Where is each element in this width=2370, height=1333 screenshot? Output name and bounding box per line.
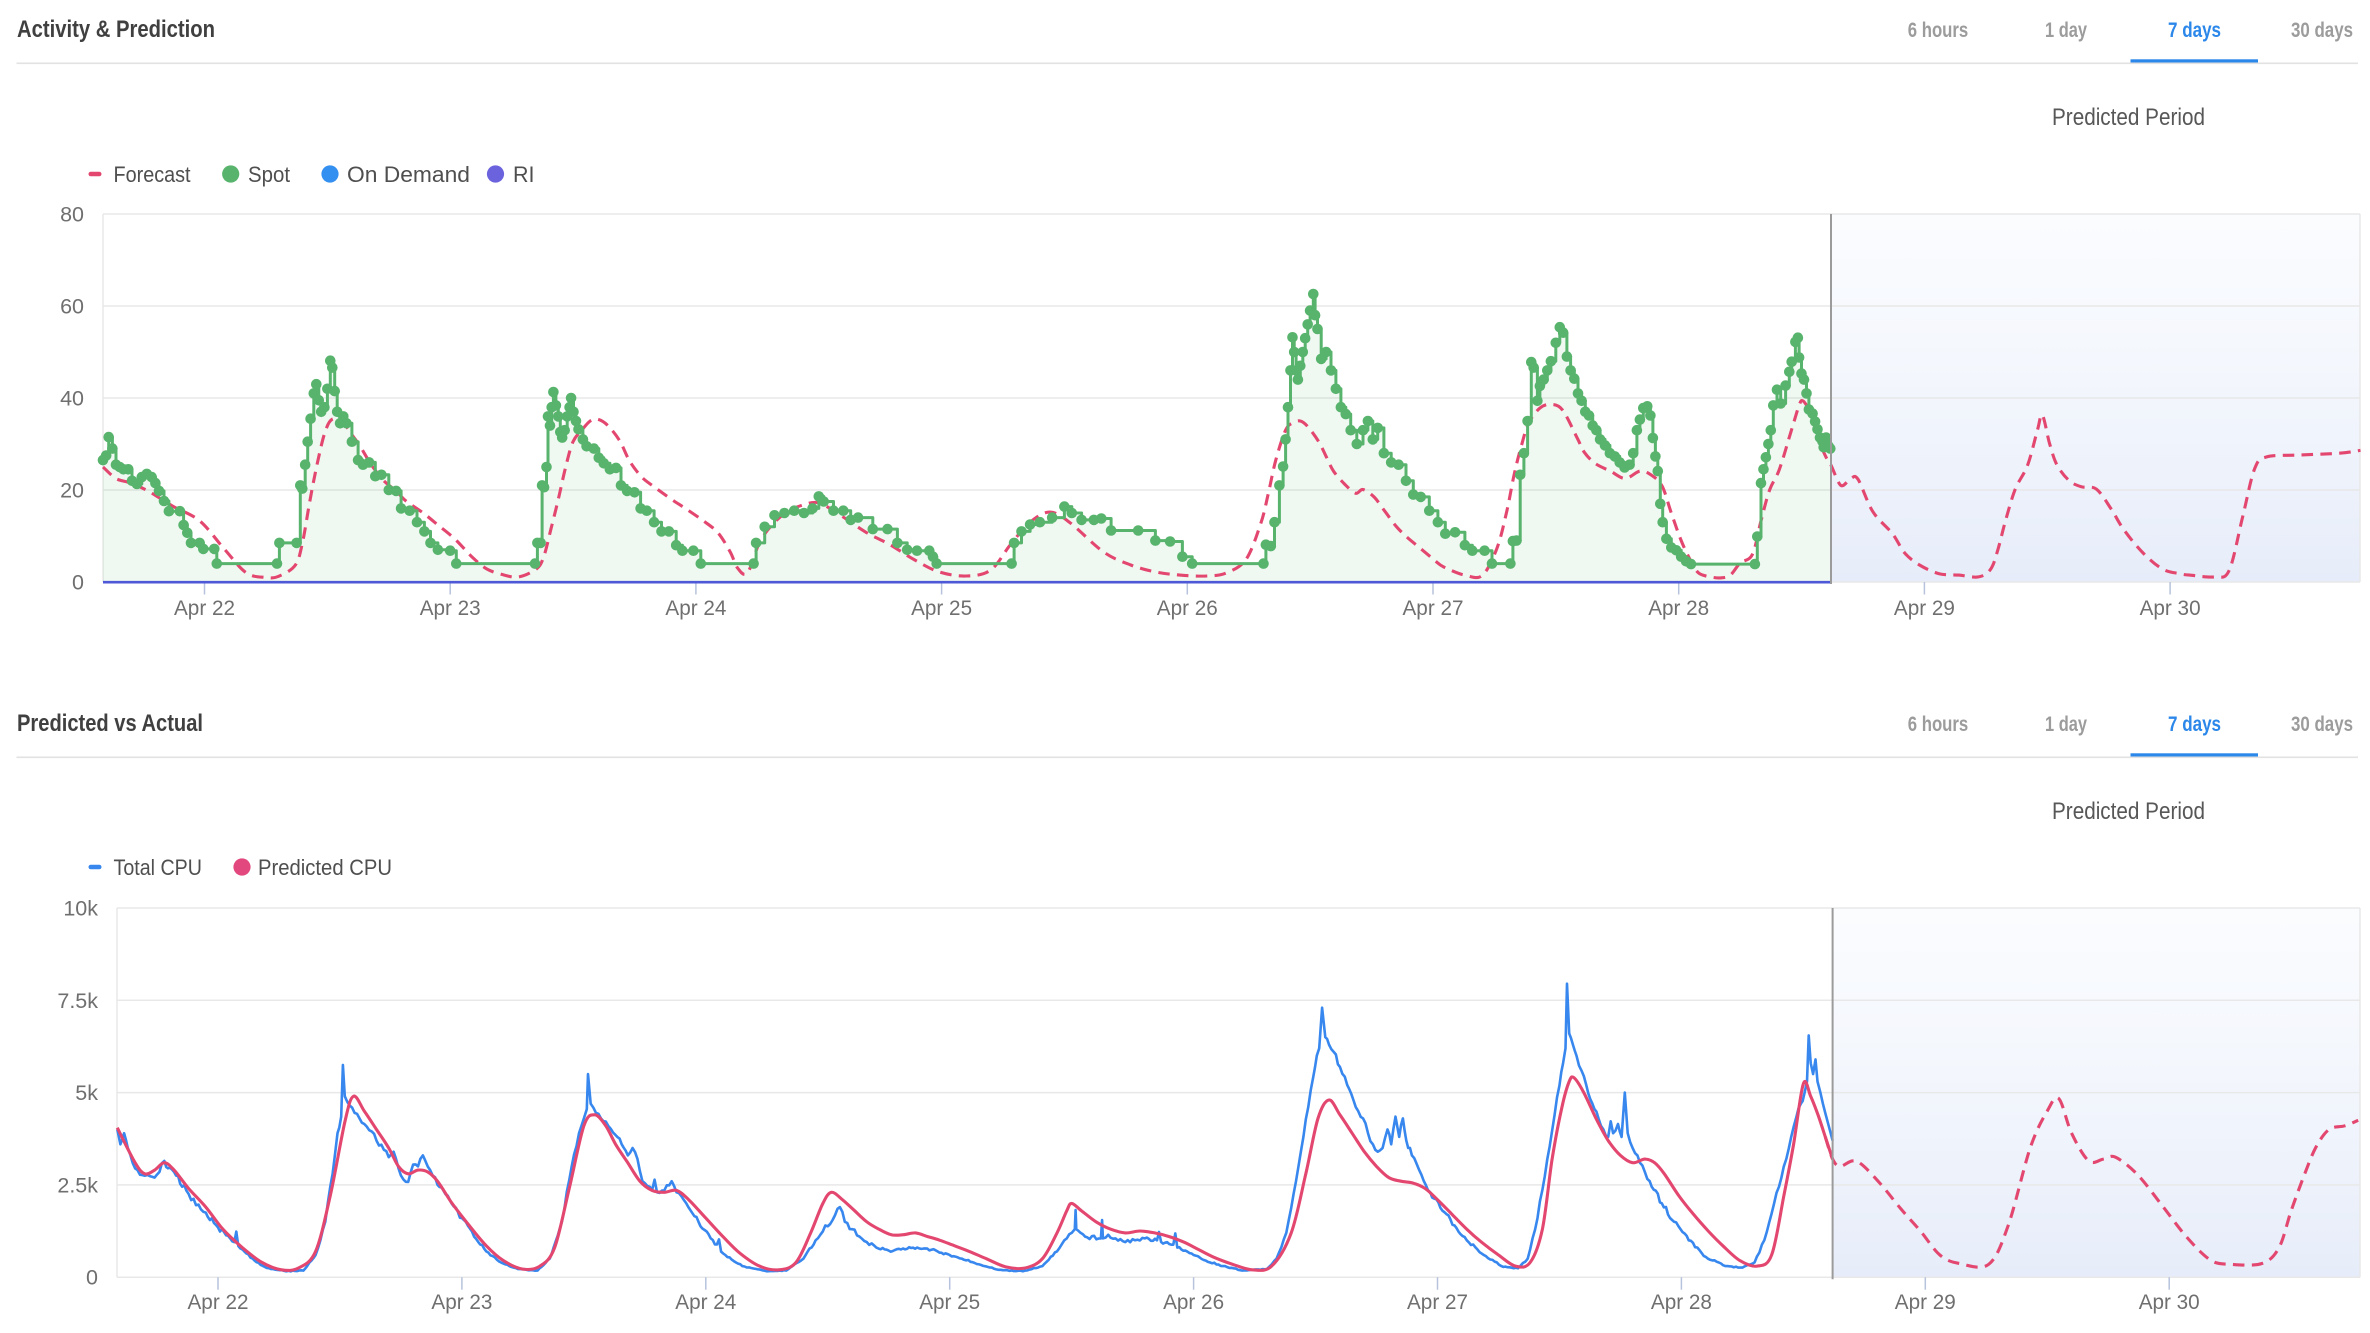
svg-text:Predicted Period: Predicted Period	[2052, 798, 2205, 825]
svg-text:0: 0	[72, 571, 84, 595]
svg-text:2.5k: 2.5k	[57, 1173, 98, 1197]
svg-text:10k: 10k	[63, 897, 98, 921]
svg-text:1 day: 1 day	[2045, 712, 2087, 736]
svg-text:Activity & Prediction: Activity & Prediction	[17, 16, 215, 43]
svg-text:Spot: Spot	[248, 162, 291, 187]
svg-text:40: 40	[60, 387, 84, 411]
svg-text:Predicted vs Actual: Predicted vs Actual	[17, 710, 203, 737]
svg-text:Apr 29: Apr 29	[1895, 1290, 1956, 1314]
svg-text:On Demand: On Demand	[347, 162, 470, 187]
svg-text:7 days: 7 days	[2168, 18, 2221, 42]
svg-text:Apr 25: Apr 25	[911, 596, 972, 620]
svg-text:Apr 23: Apr 23	[420, 596, 481, 620]
svg-text:Apr 23: Apr 23	[431, 1290, 492, 1314]
svg-text:Apr 30: Apr 30	[2139, 1290, 2200, 1314]
svg-text:6 hours: 6 hours	[1908, 18, 1969, 42]
svg-text:Apr 28: Apr 28	[1648, 596, 1709, 620]
svg-text:Predicted CPU: Predicted CPU	[258, 855, 392, 880]
svg-text:Predicted Period: Predicted Period	[2052, 104, 2205, 131]
svg-text:Apr 29: Apr 29	[1894, 596, 1955, 620]
svg-text:Apr 25: Apr 25	[919, 1290, 980, 1314]
svg-text:Apr 22: Apr 22	[188, 1290, 249, 1314]
svg-text:7.5k: 7.5k	[57, 989, 98, 1013]
svg-text:Apr 26: Apr 26	[1163, 1290, 1224, 1314]
svg-text:Apr 22: Apr 22	[174, 596, 235, 620]
svg-text:Apr 27: Apr 27	[1407, 1290, 1468, 1314]
svg-text:Forecast: Forecast	[114, 162, 192, 187]
svg-text:Apr 27: Apr 27	[1403, 596, 1464, 620]
svg-text:80: 80	[60, 203, 84, 227]
svg-text:0: 0	[86, 1266, 98, 1290]
svg-text:6 hours: 6 hours	[1908, 712, 1969, 736]
svg-text:Apr 26: Apr 26	[1157, 596, 1218, 620]
svg-text:7 days: 7 days	[2168, 712, 2221, 736]
svg-text:RI: RI	[513, 162, 535, 187]
svg-text:30 days: 30 days	[2291, 18, 2353, 42]
svg-text:Total CPU: Total CPU	[114, 855, 203, 880]
svg-text:Apr 24: Apr 24	[675, 1290, 736, 1314]
svg-text:30 days: 30 days	[2291, 712, 2353, 736]
svg-text:Apr 30: Apr 30	[2140, 596, 2201, 620]
svg-text:20: 20	[60, 479, 84, 503]
svg-text:Apr 28: Apr 28	[1651, 1290, 1712, 1314]
svg-text:Apr 24: Apr 24	[665, 596, 726, 620]
svg-text:5k: 5k	[75, 1081, 98, 1105]
svg-text:1 day: 1 day	[2045, 18, 2087, 42]
svg-text:60: 60	[60, 295, 84, 319]
